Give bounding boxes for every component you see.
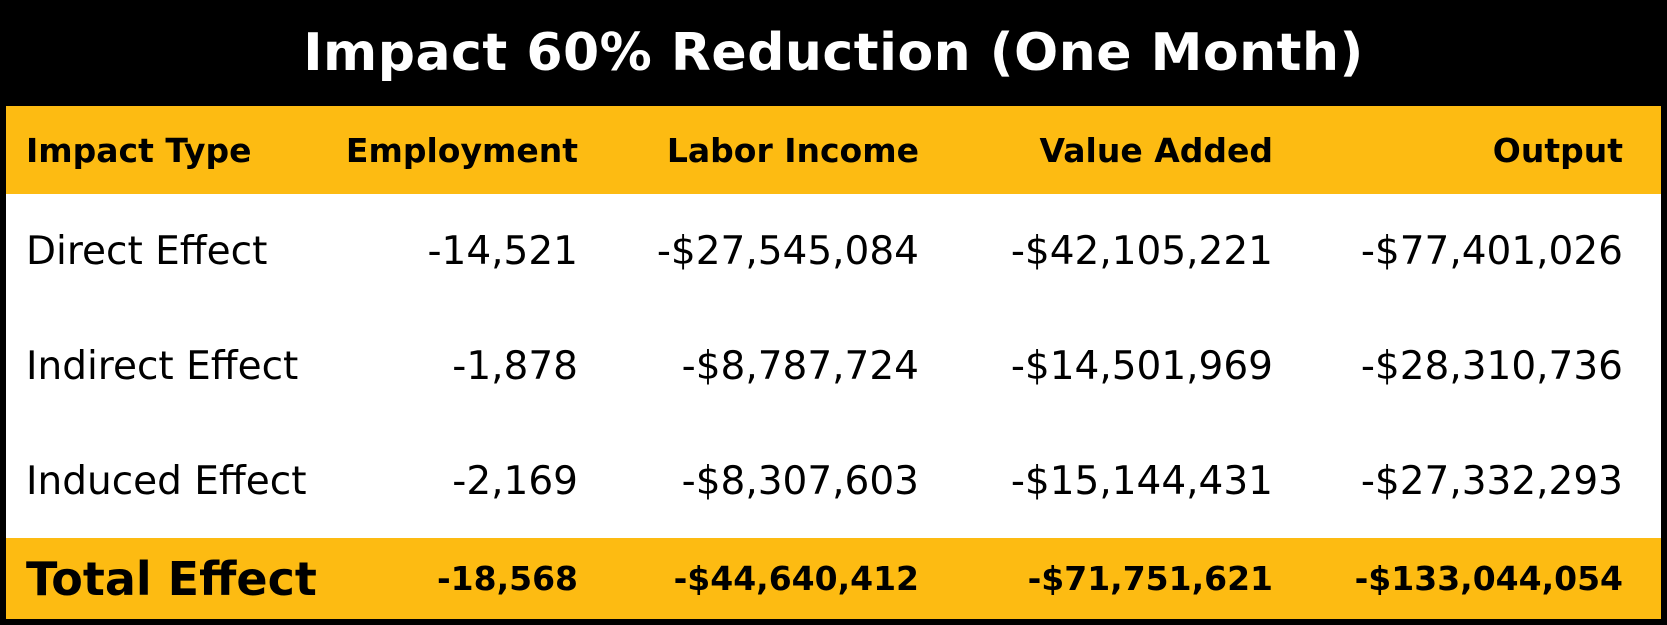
employment-value: -1,878 xyxy=(452,344,578,389)
column-header-labor-income: Labor Income xyxy=(666,130,919,170)
output-value: -$77,401,026 xyxy=(1360,229,1623,274)
total-output-value: -$133,044,054 xyxy=(1354,559,1623,598)
column-header-employment: Employment xyxy=(345,130,578,170)
total-employment-value: -18,568 xyxy=(436,559,578,598)
impact-table: Impact Type Employment Labor Income Valu… xyxy=(6,106,1661,619)
column-header-value-added: Value Added xyxy=(1039,130,1273,170)
value-added-value: -$14,501,969 xyxy=(1010,344,1273,389)
total-value-added-value: -$71,751,621 xyxy=(1027,559,1273,598)
output-value: -$27,332,293 xyxy=(1360,459,1623,504)
total-row-label: Total Effect xyxy=(26,551,317,606)
employment-value: -2,169 xyxy=(452,459,578,504)
table-total-row: Total Effect -18,568 -$44,640,412 -$71,7… xyxy=(6,538,1661,619)
table-row-indirect-effect: Indirect Effect -1,878 -$8,787,724 -$14,… xyxy=(6,309,1661,424)
row-label: Indirect Effect xyxy=(26,344,299,389)
value-added-value: -$15,144,431 xyxy=(1010,459,1273,504)
table-title: Impact 60% Reduction (One Month) xyxy=(303,23,1364,83)
column-header-output: Output xyxy=(1492,130,1623,170)
table-header-row: Impact Type Employment Labor Income Valu… xyxy=(6,106,1661,194)
column-header-impact-type: Impact Type xyxy=(26,130,252,170)
labor-income-value: -$8,307,603 xyxy=(681,459,919,504)
row-label: Induced Effect xyxy=(26,459,307,504)
labor-income-value: -$27,545,084 xyxy=(656,229,919,274)
employment-value: -14,521 xyxy=(427,229,578,274)
row-label: Direct Effect xyxy=(26,229,268,274)
value-added-value: -$42,105,221 xyxy=(1010,229,1273,274)
table-row-induced-effect: Induced Effect -2,169 -$8,307,603 -$15,1… xyxy=(6,424,1661,539)
total-labor-income-value: -$44,640,412 xyxy=(673,559,919,598)
labor-income-value: -$8,787,724 xyxy=(681,344,919,389)
output-value: -$28,310,736 xyxy=(1360,344,1623,389)
table-row-direct-effect: Direct Effect -14,521 -$27,545,084 -$42,… xyxy=(6,194,1661,309)
